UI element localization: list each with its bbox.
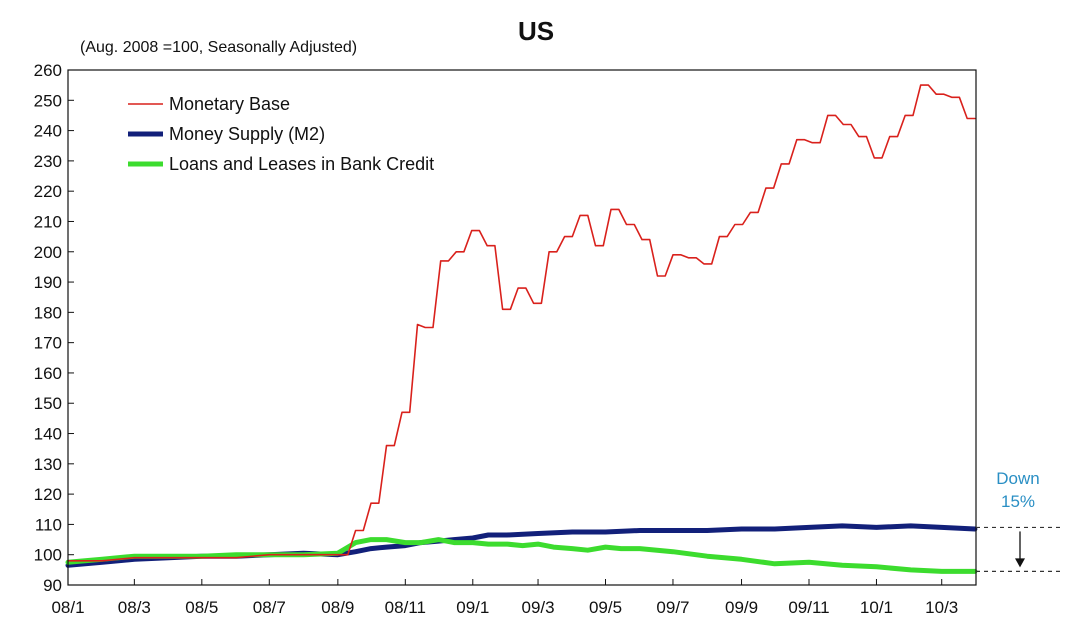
y-tick-label: 170 xyxy=(34,334,62,353)
y-tick-label: 210 xyxy=(34,212,62,231)
x-tick-label: 08/9 xyxy=(321,598,354,617)
y-tick-label: 90 xyxy=(43,576,62,595)
y-tick-label: 200 xyxy=(34,243,62,262)
y-tick-label: 260 xyxy=(34,61,62,80)
chart-title: US xyxy=(518,16,554,46)
annotation-arrow-head xyxy=(1015,558,1025,568)
y-tick-label: 140 xyxy=(34,425,62,444)
series-line-2 xyxy=(65,537,978,574)
legend-label: Monetary Base xyxy=(169,94,290,114)
y-tick-label: 150 xyxy=(34,394,62,413)
x-tick-label: 10/1 xyxy=(860,598,893,617)
legend-label: Loans and Leases in Bank Credit xyxy=(169,154,434,174)
x-tick-label: 09/9 xyxy=(725,598,758,617)
y-tick-label: 180 xyxy=(34,303,62,322)
x-tick-label: 09/11 xyxy=(788,598,829,617)
y-tick-label: 240 xyxy=(34,122,62,141)
x-tick-label: 08/7 xyxy=(253,598,286,617)
legend: Monetary Base Money Supply (M2) Loans and … xyxy=(128,94,434,174)
annotation: Down 15% xyxy=(976,469,1064,572)
y-tick-label: 190 xyxy=(34,273,62,292)
x-tick-label: 09/1 xyxy=(456,598,489,617)
plot-frame xyxy=(67,69,977,586)
x-tick-label: 09/5 xyxy=(589,598,622,617)
y-tick-label: 220 xyxy=(34,182,62,201)
y-tick-label: 110 xyxy=(35,515,62,534)
x-tick-label: 08/11 xyxy=(385,598,426,617)
annotation-line1: Down xyxy=(996,469,1039,488)
series-line-0 xyxy=(67,84,976,562)
x-tick-label: 08/3 xyxy=(118,598,151,617)
x-tick-label: 08/1 xyxy=(51,598,84,617)
y-tick-label: 250 xyxy=(34,91,62,110)
legend-label: Money Supply (M2) xyxy=(169,124,325,144)
x-tick-label: 10/3 xyxy=(925,598,958,617)
plot-area xyxy=(65,84,978,574)
x-tick-label: 08/5 xyxy=(185,598,218,617)
annotation-line2: 15% xyxy=(1001,492,1035,511)
x-axis: 08/1 08/3 08/5 08/7 08/9 08/11 09/1 09/3 09/5 09/… xyxy=(51,579,958,617)
y-tick-label: 120 xyxy=(34,485,62,504)
x-tick-label: 09/3 xyxy=(521,598,554,617)
y-tick-label: 230 xyxy=(34,152,62,171)
y-tick-label: 100 xyxy=(34,546,62,565)
chart-subtitle: (Aug. 2008 =100, Seasonally Adjusted) xyxy=(80,39,357,56)
y-tick-label: 160 xyxy=(34,364,62,383)
y-axis: 90 100 110 120 130 140 150 160 170 180 190 200 210 22… xyxy=(34,61,74,595)
y-tick-label: 130 xyxy=(34,455,62,474)
x-tick-label: 09/7 xyxy=(656,598,689,617)
